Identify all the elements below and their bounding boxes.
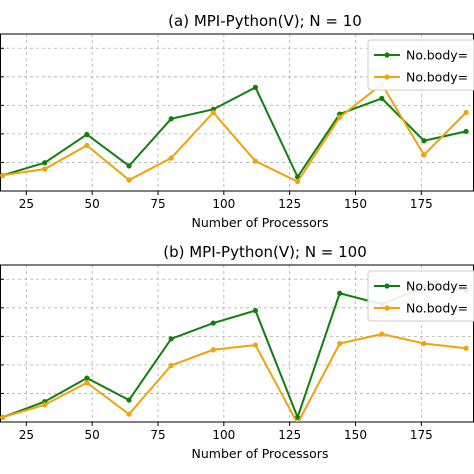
data-point [84, 142, 90, 149]
data-point [210, 347, 216, 353]
data-point [421, 138, 427, 144]
chart-title: (b) MPI-Python(V); N = 100 [163, 243, 367, 261]
data-point [252, 342, 259, 348]
series-line-1 [2, 333, 467, 422]
data-point [0, 414, 6, 420]
chart-panel-0: (a) MPI-Python(V); N = 10 25 50 75 100 125 150… [0, 12, 474, 230]
data-point [295, 420, 300, 422]
x-tick-label: 100 [212, 428, 235, 442]
data-point [168, 155, 174, 161]
data-point [463, 109, 469, 116]
data-point [42, 166, 48, 172]
data-point [84, 375, 90, 381]
data-point [379, 95, 385, 101]
data-point [337, 290, 343, 296]
x-tick-label: 50 [85, 197, 100, 211]
data-point [126, 397, 132, 403]
data-point [168, 116, 174, 122]
x-tick-label: 50 [85, 428, 100, 442]
data-point [379, 331, 385, 337]
x-tick-label: 25 [19, 197, 34, 211]
data-point [126, 163, 132, 169]
x-tick-label: 175 [410, 428, 433, 442]
chart-title: (a) MPI-Python(V); N = 10 [168, 12, 362, 30]
data-point [252, 84, 259, 90]
data-point [252, 158, 259, 164]
data-point [252, 307, 259, 314]
x-tick-label: 125 [278, 197, 301, 211]
x-axis-label: Number of Processors [192, 215, 329, 230]
x-tick-label: 175 [410, 197, 433, 211]
legend-marker [384, 52, 390, 58]
data-point [421, 340, 427, 347]
legend-label: No.body= [406, 48, 468, 63]
legend-marker [384, 305, 390, 311]
data-point [168, 362, 174, 369]
data-point [0, 172, 6, 178]
data-point [210, 109, 216, 116]
data-point [84, 131, 90, 138]
data-point [337, 114, 343, 120]
data-point [337, 340, 343, 347]
series-line-1 [2, 82, 467, 183]
legend-label: No.body= [406, 70, 468, 85]
x-tick-label: 25 [19, 428, 34, 442]
x-axis-label: Number of Processors [192, 446, 329, 461]
legend-label: No.body= [406, 279, 468, 294]
legend-marker [384, 283, 390, 289]
data-point [463, 128, 469, 134]
data-point [42, 402, 48, 408]
data-point [42, 160, 48, 166]
x-tick-label: 75 [150, 428, 165, 442]
x-tick-label: 150 [344, 428, 367, 442]
legend-label: No.body= [406, 301, 468, 316]
data-point [126, 411, 132, 417]
x-tick-label: 75 [150, 197, 165, 211]
data-point [421, 152, 427, 158]
x-tick-label: 125 [278, 428, 301, 442]
data-point [126, 177, 132, 183]
data-point [463, 345, 469, 351]
chart-panel-1: (b) MPI-Python(V); N = 100 25 50 75 100 125 15… [0, 243, 474, 461]
legend: No.body= No.body= [367, 39, 474, 91]
legend: No.body= No.body= [367, 270, 474, 322]
data-point [84, 380, 90, 386]
series-line-0 [2, 86, 467, 179]
legend-marker [384, 74, 390, 80]
x-tick-label: 150 [344, 197, 367, 211]
data-point [294, 178, 301, 185]
x-tick-label: 100 [212, 197, 235, 211]
data-point [294, 414, 301, 420]
data-point [210, 320, 216, 326]
data-point [168, 336, 174, 342]
